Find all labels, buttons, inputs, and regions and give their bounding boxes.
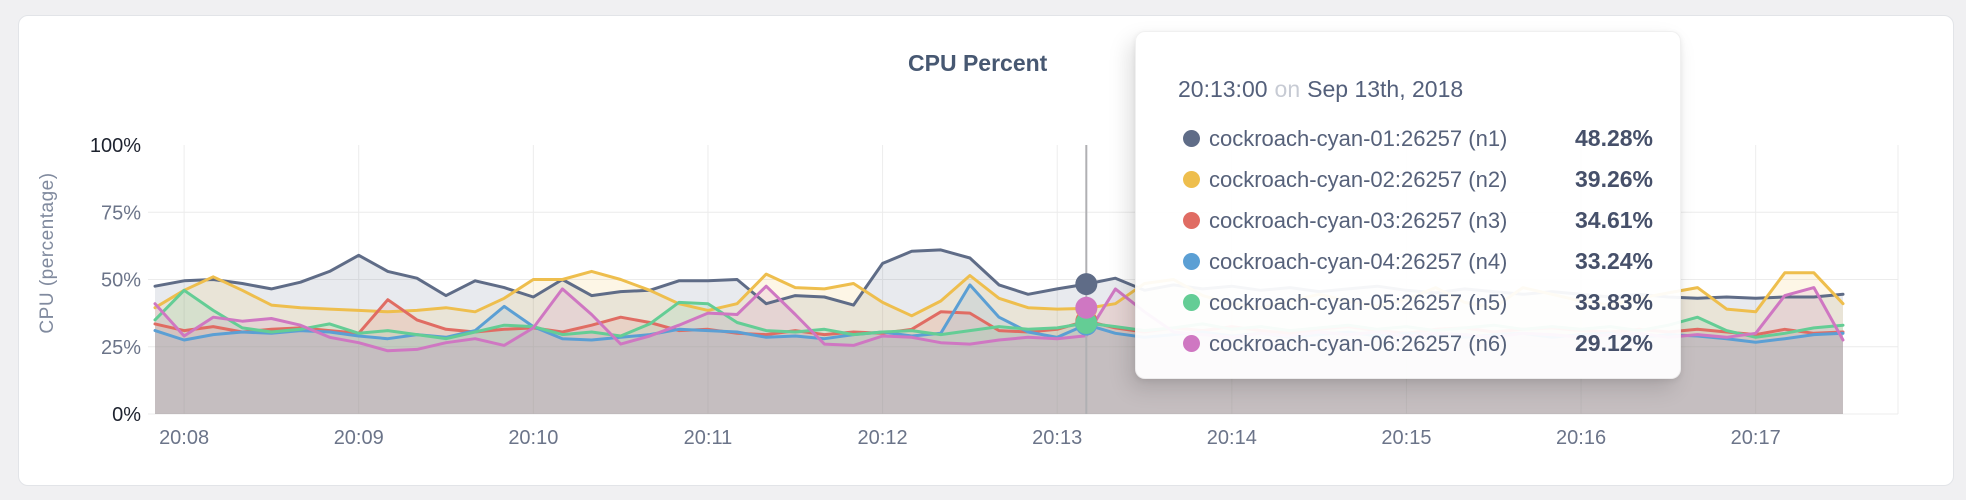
x-tick-label: 20:09 (334, 427, 384, 449)
y-tick-label: 100% (90, 135, 141, 157)
series-value: 29.12% (1575, 330, 1654, 356)
series-color-dot (1183, 335, 1200, 352)
series-color-dot (1183, 130, 1200, 147)
x-tick-label: 20:11 (684, 427, 733, 449)
tooltip-row: cockroach-cyan-04:26257 (n4) 33.24% (1178, 241, 1656, 282)
x-tick-label: 20:13 (1032, 427, 1082, 449)
tooltip-rows: cockroach-cyan-01:26257 (n1) 48.28% cockro… (1178, 118, 1656, 364)
series-name: cockroach-cyan-01:26257 (n1) (1209, 125, 1508, 151)
tooltip-row: cockroach-cyan-01:26257 (n1) 48.28% (1178, 118, 1656, 159)
tooltip-time: 20:13:00 (1178, 76, 1268, 102)
tooltip-header: 20:13:00 on Sep 13th, 2018 (1178, 74, 1656, 104)
series-name: cockroach-cyan-02:26257 (n2) (1209, 166, 1508, 192)
tooltip-on-word: on (1274, 76, 1301, 102)
tooltip-row: cockroach-cyan-06:26257 (n6) 29.12% (1178, 323, 1656, 364)
series-value: 48.28% (1575, 125, 1654, 151)
y-tick-label: 50% (101, 270, 141, 292)
series-value: 34.61% (1575, 207, 1654, 233)
x-tick-label: 20:17 (1731, 427, 1781, 449)
x-tick-label: 20:16 (1556, 427, 1606, 449)
chart-tooltip: 20:13:00 on Sep 13th, 2018 cockroach-cyan-… (1135, 31, 1681, 379)
series-color-dot (1183, 171, 1200, 188)
series-name: cockroach-cyan-05:26257 (n5) (1209, 289, 1508, 315)
series-name: cockroach-cyan-06:26257 (n6) (1209, 330, 1508, 356)
tooltip-date: Sep 13th, 2018 (1307, 76, 1464, 102)
chart-title: CPU Percent (908, 50, 1048, 76)
hover-point-dot (1075, 311, 1098, 334)
series-area (155, 286, 1843, 414)
series-area (155, 284, 1843, 414)
series-area (155, 299, 1843, 414)
series-name: cockroach-cyan-04:26257 (n4) (1209, 248, 1508, 274)
series-value: 39.26% (1575, 166, 1654, 192)
series-color-dot (1183, 253, 1200, 270)
y-axis-label: CPU (percentage) (37, 172, 58, 333)
series-color-dot (1183, 294, 1200, 311)
tooltip-row: cockroach-cyan-03:26257 (n3) 34.61% (1178, 200, 1656, 241)
x-tick-label: 20:10 (508, 427, 558, 449)
x-tick-label: 20:08 (159, 427, 209, 449)
series-value: 33.83% (1575, 289, 1654, 315)
y-tick-label: 75% (101, 202, 141, 224)
series-name: cockroach-cyan-03:26257 (n3) (1209, 207, 1508, 233)
tooltip-row: cockroach-cyan-05:26257 (n5) 33.83% (1178, 282, 1656, 323)
series-area (155, 290, 1843, 414)
y-tick-label: 0% (112, 404, 141, 426)
hover-point-dot (1075, 296, 1098, 319)
series-value: 33.24% (1575, 248, 1654, 274)
series-color-dot (1183, 212, 1200, 229)
y-tick-label: 25% (101, 337, 141, 359)
tooltip-row: cockroach-cyan-02:26257 (n2) 39.26% (1178, 159, 1656, 200)
hover-point-dot (1075, 273, 1098, 296)
x-tick-label: 20:14 (1207, 427, 1257, 449)
x-tick-label: 20:12 (858, 427, 908, 449)
x-tick-label: 20:15 (1381, 427, 1431, 449)
